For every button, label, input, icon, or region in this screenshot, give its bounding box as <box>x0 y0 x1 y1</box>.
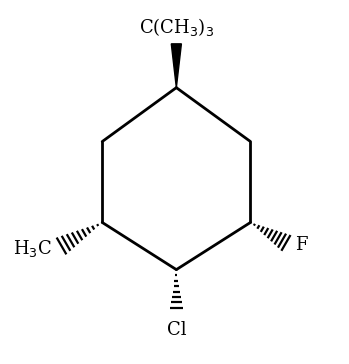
Text: H$_3$C: H$_3$C <box>13 238 52 259</box>
Text: C(CH$_3$)$_3$: C(CH$_3$)$_3$ <box>139 16 214 38</box>
Text: Cl: Cl <box>166 321 186 339</box>
Polygon shape <box>171 44 181 88</box>
Text: F: F <box>295 236 307 254</box>
